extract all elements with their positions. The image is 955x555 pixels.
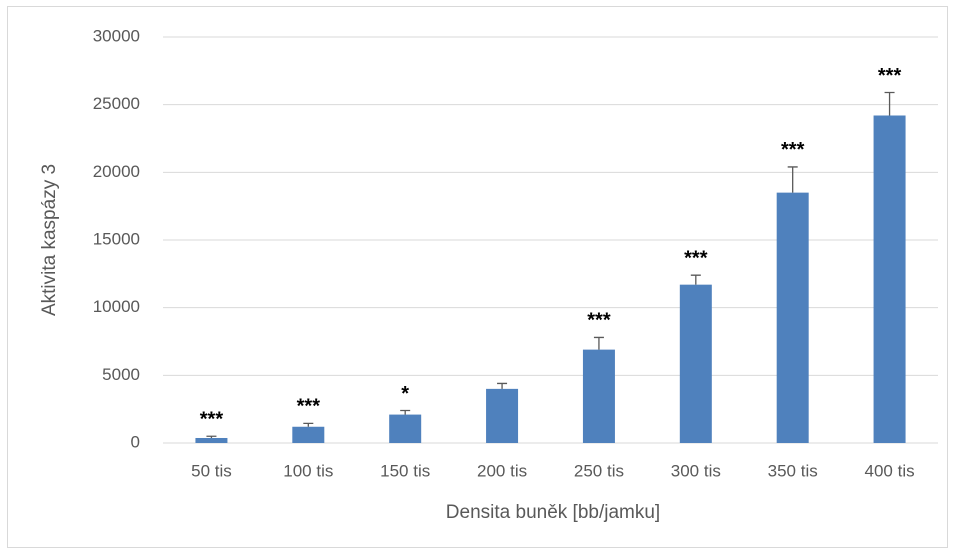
y-tick-label: 15000: [93, 229, 140, 248]
x-axis-title: Densita buněk [bb/jamku]: [446, 502, 660, 523]
y-tick-label: 30000: [93, 26, 140, 45]
error-bar: [497, 382, 508, 389]
error-bar: [690, 274, 701, 285]
x-tick-label: 350 tis: [768, 461, 818, 480]
significance-label: ***: [587, 310, 611, 332]
significance-label: ***: [781, 139, 805, 161]
error-bar: [593, 336, 604, 350]
bar: [292, 426, 325, 443]
bar: [486, 388, 519, 443]
significance-label: ***: [200, 409, 224, 431]
error-bar: [303, 422, 314, 427]
y-axis-title: Aktivita kaspázy 3: [39, 164, 60, 316]
bar: [873, 115, 906, 443]
y-tick-label: 20000: [93, 162, 140, 181]
x-tick-label: 200 tis: [477, 461, 527, 480]
significance-label: ***: [684, 247, 708, 269]
x-tick-label: 400 tis: [865, 461, 915, 480]
y-tick-label: 5000: [102, 365, 140, 384]
significance-label: *: [401, 383, 409, 405]
bar: [776, 192, 809, 443]
y-tick-label: 0: [131, 432, 140, 451]
significance-label: ***: [878, 65, 902, 87]
x-tick-label: 250 tis: [574, 461, 624, 480]
y-tick-label: 25000: [93, 94, 140, 113]
x-tick-label: 50 tis: [191, 461, 232, 480]
x-tick-label: 300 tis: [671, 461, 721, 480]
error-bar: [884, 91, 895, 116]
error-bar: [206, 435, 217, 438]
x-tick-label: 100 tis: [283, 461, 333, 480]
error-bar: [787, 166, 798, 193]
x-tick-label: 150 tis: [380, 461, 430, 480]
error-bar: [400, 409, 411, 415]
bar: [679, 284, 712, 443]
significance-label: ***: [297, 396, 321, 418]
bar: [582, 349, 615, 443]
bar: [195, 437, 228, 443]
y-tick-label: 10000: [93, 297, 140, 316]
bar: [389, 414, 422, 443]
